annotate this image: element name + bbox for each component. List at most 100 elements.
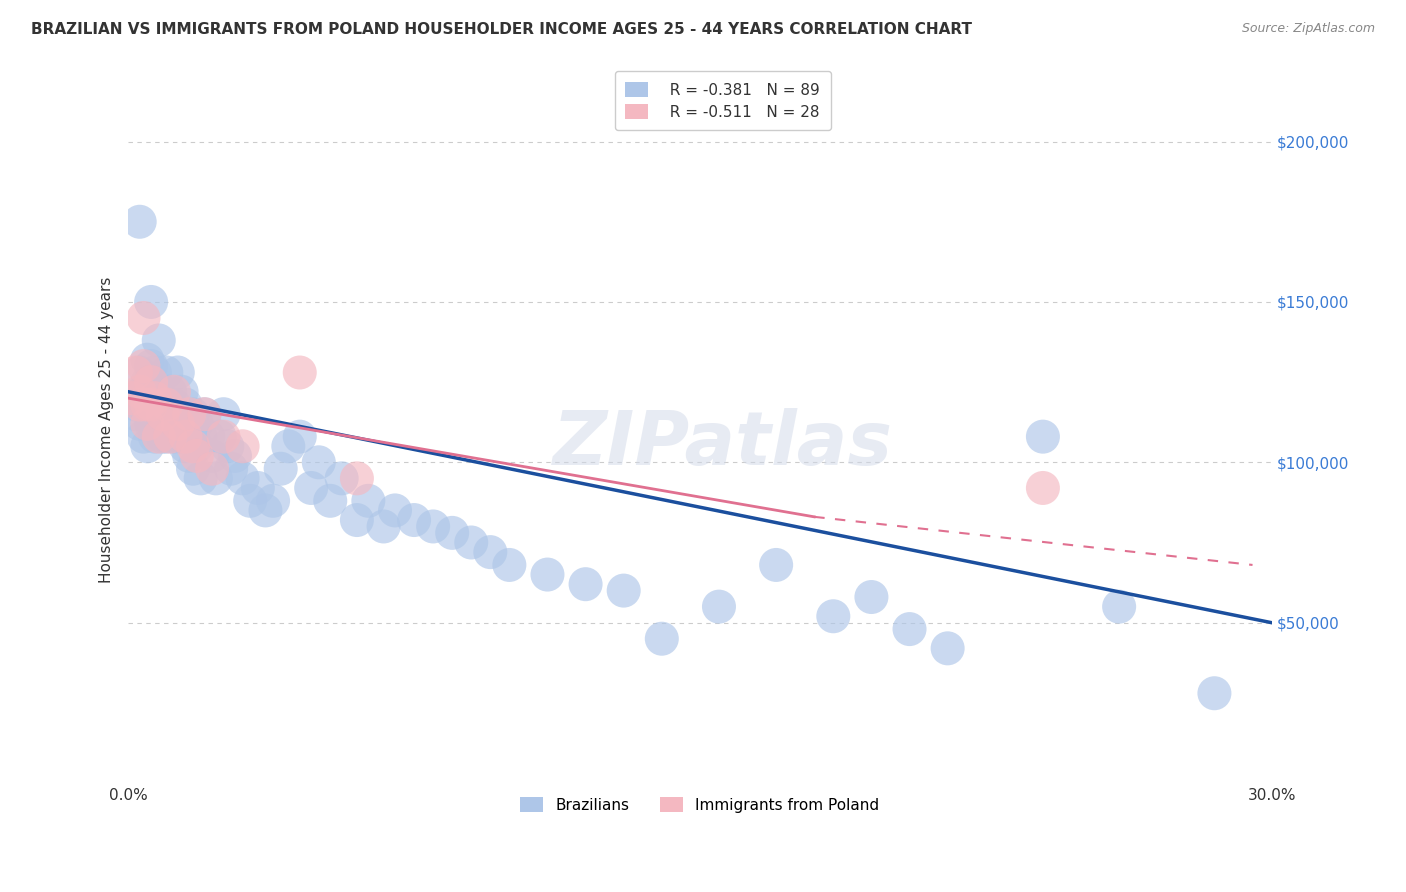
Point (1032, 481, 1054, 495)
Y-axis label: Householder Income Ages 25 - 44 years: Householder Income Ages 25 - 44 years (100, 277, 114, 583)
Point (574, 577, 596, 591)
Point (136, 398, 159, 412)
Point (125, 407, 148, 421)
Point (404, 513, 426, 527)
Point (125, 398, 148, 412)
Point (765, 558, 787, 572)
Point (132, 359, 155, 373)
Point (246, 481, 269, 495)
Point (384, 503, 406, 517)
Point (357, 493, 380, 508)
Point (239, 493, 262, 508)
Point (136, 375, 159, 389)
Point (1204, 686, 1226, 700)
Point (174, 430, 197, 444)
Point (132, 310, 155, 325)
Point (136, 398, 159, 412)
Point (159, 430, 181, 444)
Point (707, 599, 730, 614)
Point (163, 384, 186, 399)
Point (346, 471, 368, 485)
Text: Source: ZipAtlas.com: Source: ZipAtlas.com (1241, 22, 1375, 36)
Point (139, 359, 162, 373)
Point (536, 567, 558, 582)
Point (159, 384, 181, 399)
Point (181, 407, 204, 421)
Point (148, 417, 170, 431)
Point (299, 481, 322, 495)
Point (143, 391, 166, 405)
Point (179, 449, 201, 463)
Point (232, 439, 254, 453)
Point (132, 384, 155, 399)
Point (155, 398, 177, 412)
Legend: Brazilians, Immigrants from Poland: Brazilians, Immigrants from Poland (508, 784, 891, 825)
Point (460, 535, 482, 549)
Point (132, 430, 155, 444)
Point (143, 430, 166, 444)
Point (155, 398, 177, 412)
Point (346, 513, 368, 527)
Point (143, 366, 166, 380)
Point (163, 430, 186, 444)
Point (166, 417, 188, 431)
Point (128, 417, 150, 431)
Point (179, 407, 201, 421)
Point (136, 439, 159, 453)
Point (288, 366, 311, 380)
Point (139, 375, 162, 389)
Point (132, 398, 155, 412)
Point (166, 407, 188, 421)
Point (163, 398, 186, 412)
Point (254, 503, 277, 517)
Point (152, 430, 174, 444)
Point (152, 407, 174, 421)
Point (166, 366, 188, 380)
Point (155, 430, 177, 444)
Point (193, 407, 215, 421)
Point (277, 439, 299, 453)
Point (212, 430, 235, 444)
Point (201, 461, 224, 475)
Point (262, 493, 284, 508)
Point (186, 417, 208, 431)
Point (330, 471, 353, 485)
Point (1108, 599, 1130, 614)
Point (186, 439, 208, 453)
Point (174, 398, 197, 412)
Point (139, 417, 162, 431)
Point (212, 407, 235, 421)
Point (148, 334, 170, 348)
Point (143, 398, 166, 412)
Point (498, 558, 520, 572)
Point (121, 391, 143, 405)
Point (128, 384, 150, 399)
Point (179, 417, 201, 431)
Point (190, 430, 212, 444)
Point (148, 384, 170, 399)
Point (170, 430, 193, 444)
Point (319, 493, 342, 508)
Point (224, 449, 246, 463)
Point (128, 398, 150, 412)
Point (898, 622, 921, 636)
Point (232, 471, 254, 485)
Point (152, 398, 174, 412)
Point (373, 519, 395, 533)
Point (128, 366, 150, 380)
Point (422, 519, 444, 533)
Point (270, 461, 292, 475)
Point (1032, 430, 1054, 444)
Point (186, 449, 208, 463)
Point (174, 439, 197, 453)
Point (136, 417, 159, 431)
Point (288, 430, 311, 444)
Point (201, 449, 224, 463)
Point (139, 295, 162, 310)
Point (860, 590, 883, 604)
Point (441, 525, 464, 540)
Point (128, 215, 150, 229)
Point (651, 632, 673, 646)
Point (159, 417, 181, 431)
Point (181, 461, 204, 475)
